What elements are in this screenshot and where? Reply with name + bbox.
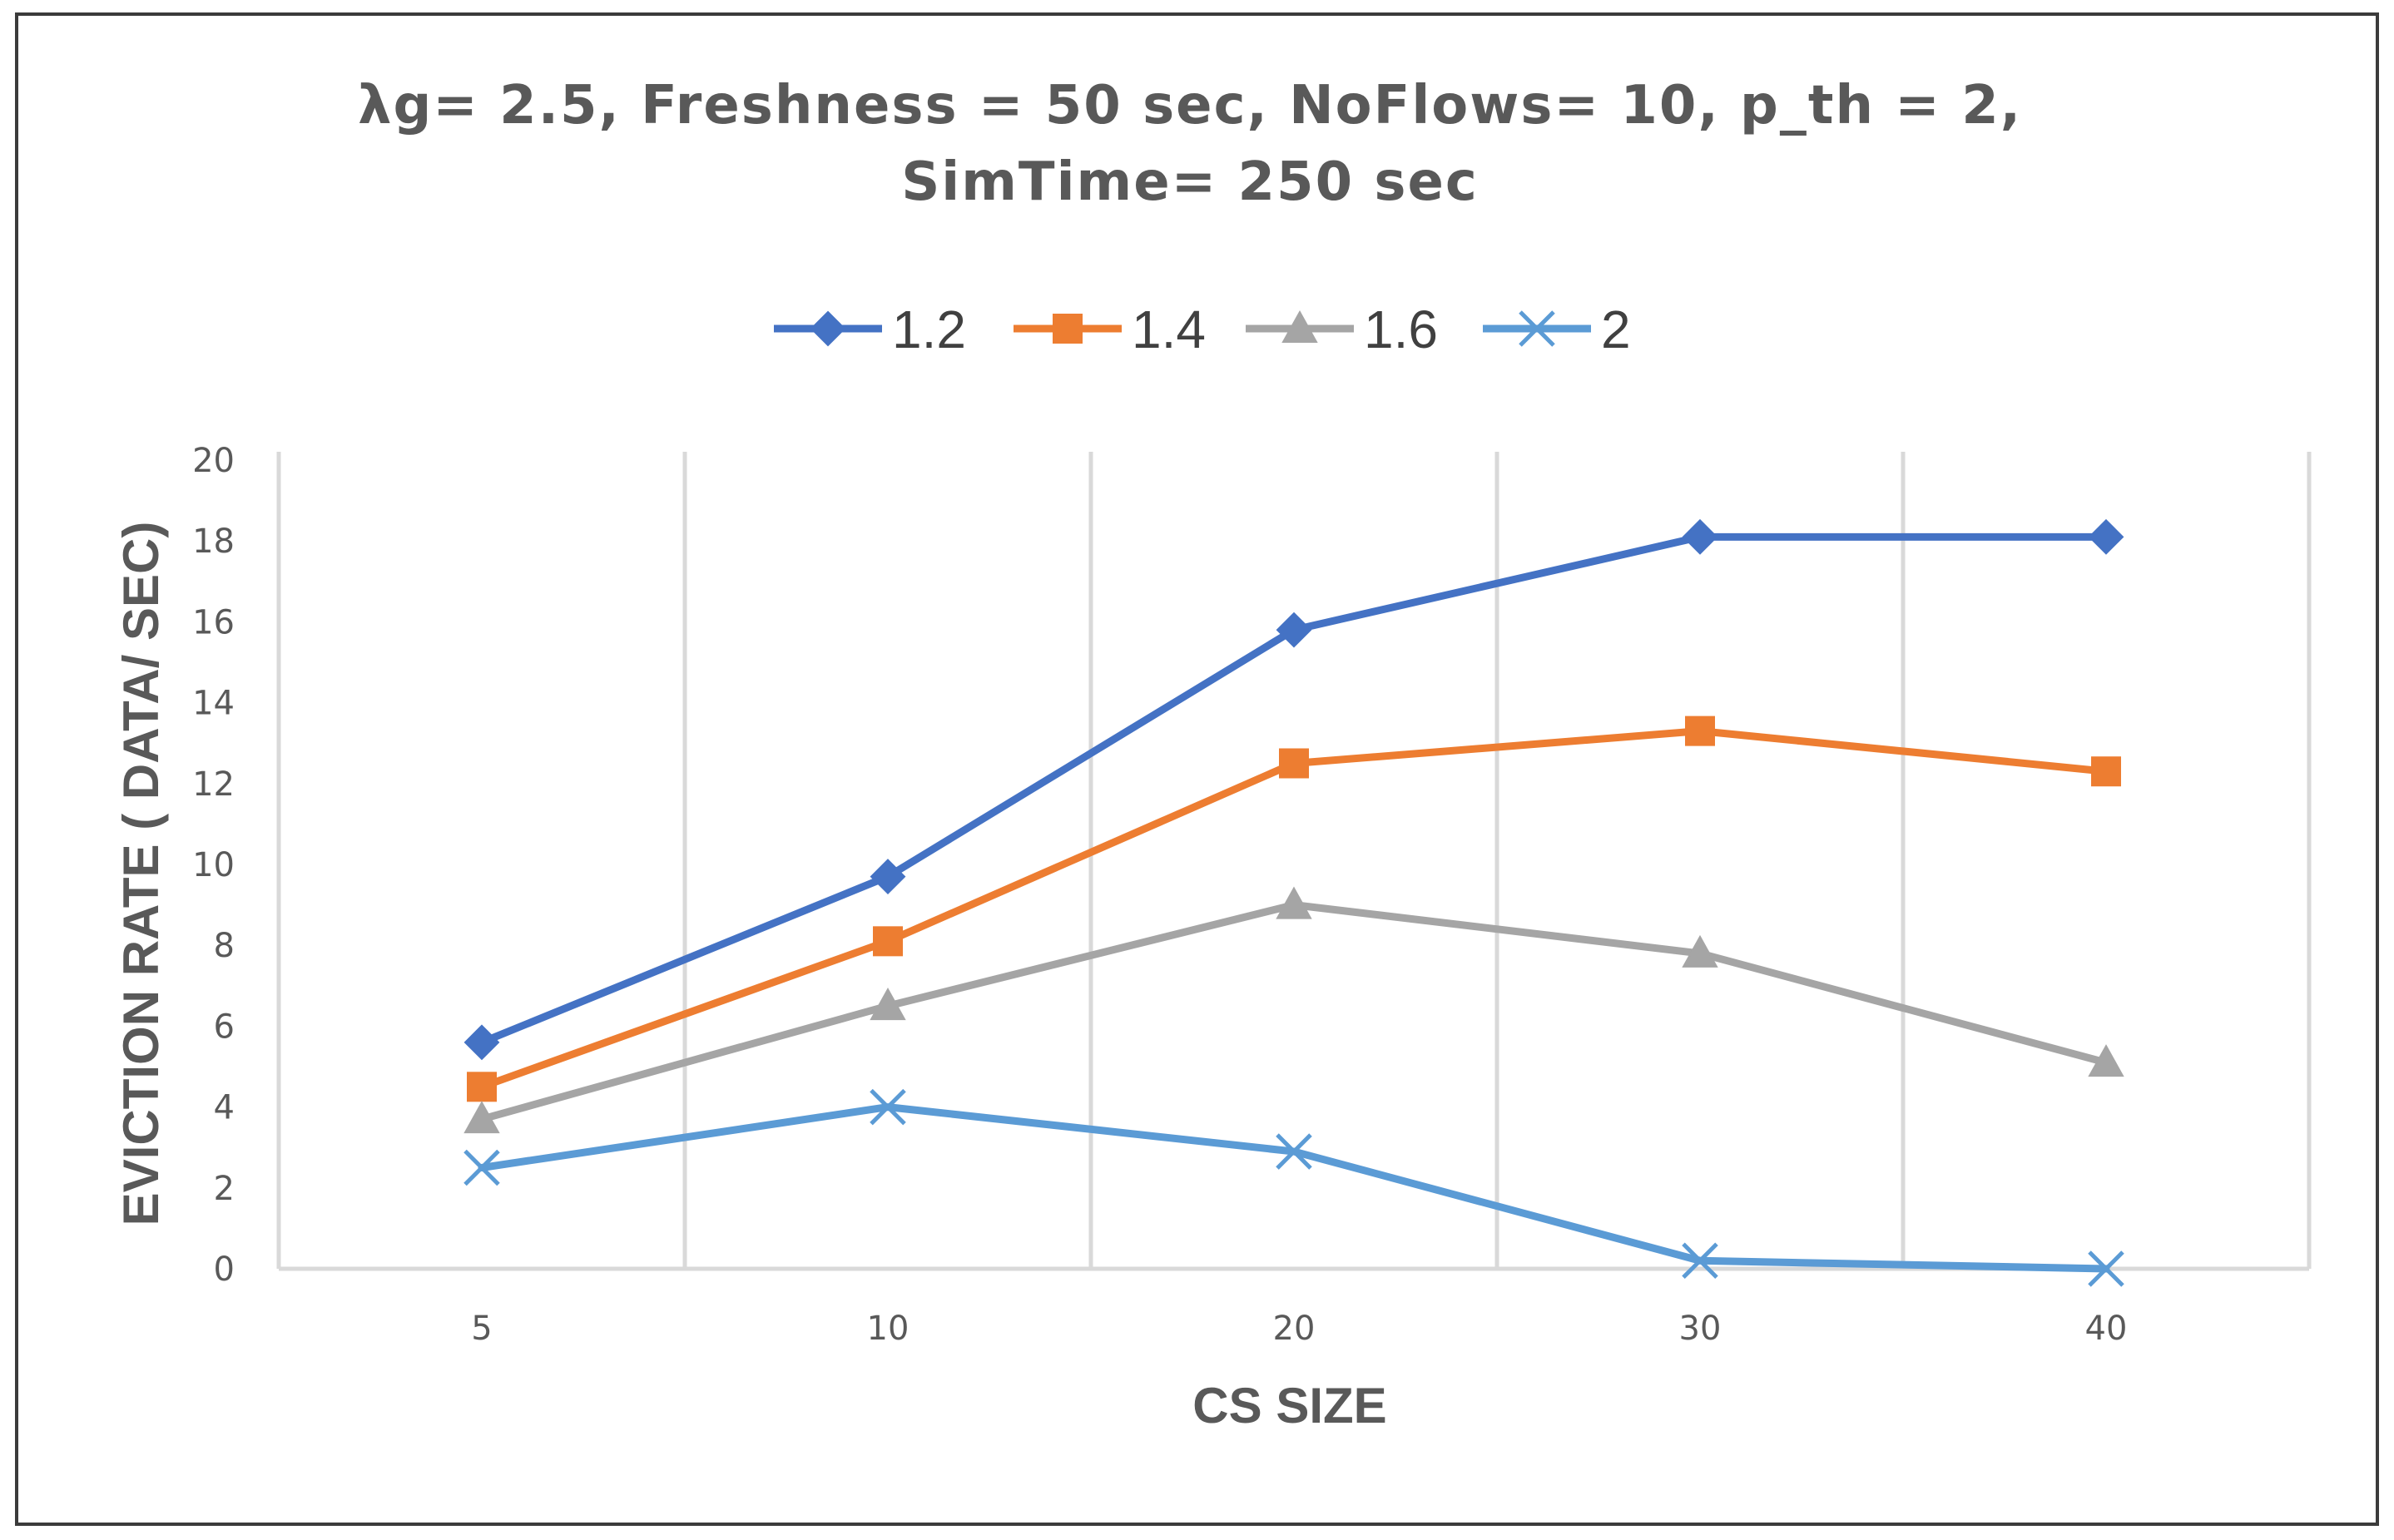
data-point [2088, 518, 2124, 555]
chart-title: λg= 2.5, Freshness = 50 sec, NoFlows= 10… [358, 75, 2022, 213]
y-tick-label: 0 [214, 1250, 235, 1289]
legend-item-1-6: 1.6 [1246, 300, 1438, 359]
legend-label: 1.2 [892, 300, 966, 359]
series-line [478, 901, 2110, 1123]
legend-marker [1519, 310, 1555, 347]
y-tick-label: 18 [192, 522, 235, 561]
y-tick-label: 14 [192, 685, 235, 723]
legend-marker [1281, 309, 1318, 343]
x-marker-stroke [2088, 1250, 2124, 1287]
y-tick-label: 2 [214, 1170, 235, 1208]
data-point [1279, 748, 1309, 779]
y-tick-label: 6 [214, 1008, 235, 1046]
data-point [870, 859, 906, 894]
x-tick-label: 10 [867, 1310, 910, 1348]
chart-frame [15, 12, 2379, 1526]
legend-item-2: 2 [1483, 300, 1631, 359]
x-marker-stroke [1519, 310, 1555, 347]
x-tick-label: 20 [1273, 1310, 1316, 1348]
data-point [467, 1072, 497, 1102]
legend-item-1-2: 1.2 [774, 300, 966, 359]
data-point [463, 1024, 500, 1061]
series-1-2 [463, 518, 2124, 1061]
y-tick-label: 20 [192, 442, 235, 480]
data-point [2088, 1250, 2124, 1287]
data-point [2091, 756, 2121, 787]
data-point [1276, 1133, 1312, 1170]
series-1-4 [467, 716, 2121, 1102]
y-tick-label: 12 [192, 765, 235, 804]
y-tick-label: 10 [192, 846, 235, 884]
x-tick-label: 30 [1679, 1310, 1722, 1348]
data-point [1682, 1242, 1718, 1280]
legend-label: 1.4 [1132, 300, 1206, 359]
y-tick-label: 4 [214, 1089, 235, 1127]
series-line [478, 1103, 2110, 1273]
legend-label: 1.6 [1364, 300, 1438, 359]
data-point [873, 926, 903, 957]
legend-item-1-4: 1.4 [1014, 300, 1206, 359]
data-point [2088, 1044, 2124, 1077]
x-marker-stroke [1682, 1242, 1718, 1280]
axes: 0 2 4 6 8 10 12 14 16 18 20 5 10 20 30 40 [192, 442, 2309, 1348]
gridlines [276, 452, 2312, 1269]
legend-marker [810, 310, 846, 347]
data-point [1682, 518, 1718, 555]
series-layer [463, 518, 2124, 1287]
x-axis-title: CS SIZE [1192, 1378, 1386, 1434]
x-tick-label: 5 [471, 1310, 492, 1348]
series-1-6 [463, 886, 2124, 1134]
legend-label: 2 [1601, 300, 1631, 359]
legend-marker [1053, 314, 1083, 344]
x-marker-stroke [463, 1149, 500, 1186]
chart-title-line-1: λg= 2.5, Freshness = 50 sec, NoFlows= 10… [358, 75, 2022, 136]
y-axis-title: EVICTION RATE ( DATA/ SEC) [113, 522, 169, 1226]
data-point [870, 1088, 906, 1126]
x-tick-label: 40 [2085, 1310, 2128, 1348]
chart-title-line-2: SimTime= 250 sec [901, 151, 1479, 213]
data-point [1682, 934, 1718, 968]
x-marker-stroke [870, 1088, 906, 1126]
legend: 1.2 1.4 1.6 2 [774, 300, 1631, 359]
y-tick-label: 16 [192, 603, 235, 641]
data-point [463, 1101, 500, 1134]
y-tick-label: 8 [214, 927, 235, 965]
x-marker-stroke [1276, 1133, 1312, 1170]
data-point [463, 1149, 500, 1186]
data-point [870, 988, 906, 1021]
data-point [1276, 612, 1312, 648]
data-point [1685, 716, 1715, 746]
series-2 [463, 1088, 2124, 1287]
data-point [1276, 886, 1312, 919]
